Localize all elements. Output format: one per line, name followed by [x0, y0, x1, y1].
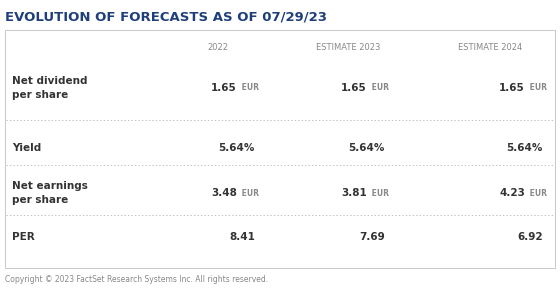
Text: 5.64%: 5.64%: [218, 143, 255, 153]
Text: Yield: Yield: [12, 143, 41, 153]
Text: Net earnings
per share: Net earnings per share: [12, 181, 88, 205]
Text: 7.69: 7.69: [360, 232, 385, 242]
Text: 2022: 2022: [208, 42, 228, 52]
Text: 1.65: 1.65: [341, 83, 367, 93]
Text: 6.92: 6.92: [517, 232, 543, 242]
Text: 3.81: 3.81: [341, 188, 367, 198]
Text: EUR: EUR: [369, 189, 389, 198]
Bar: [5, 30, 555, 268]
Text: Copyright © 2023 FactSet Research Systems Inc. All rights reserved.: Copyright © 2023 FactSet Research System…: [5, 275, 268, 284]
Text: 5.64%: 5.64%: [349, 143, 385, 153]
Text: EVOLUTION OF FORECASTS AS OF 07/29/23: EVOLUTION OF FORECASTS AS OF 07/29/23: [5, 10, 327, 23]
Text: 4.23: 4.23: [499, 188, 525, 198]
Text: EUR: EUR: [527, 189, 547, 198]
Text: EUR: EUR: [527, 84, 547, 93]
Text: ESTIMATE 2024: ESTIMATE 2024: [458, 42, 522, 52]
Text: EUR: EUR: [369, 84, 389, 93]
Text: 8.41: 8.41: [229, 232, 255, 242]
Text: PER: PER: [12, 232, 35, 242]
Text: Net dividend
per share: Net dividend per share: [12, 76, 87, 100]
Text: 3.48: 3.48: [211, 188, 237, 198]
Text: 1.65: 1.65: [211, 83, 237, 93]
Text: EUR: EUR: [239, 189, 259, 198]
Text: 5.64%: 5.64%: [507, 143, 543, 153]
Text: EUR: EUR: [239, 84, 259, 93]
Text: 1.65: 1.65: [500, 83, 525, 93]
Text: ESTIMATE 2023: ESTIMATE 2023: [316, 42, 380, 52]
